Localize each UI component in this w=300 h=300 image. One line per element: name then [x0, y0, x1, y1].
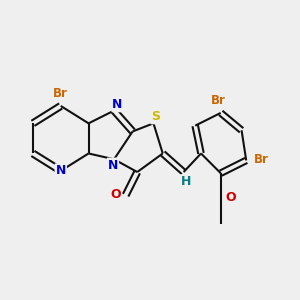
Text: Br: Br	[211, 94, 226, 107]
Text: H: H	[181, 175, 191, 188]
Text: Br: Br	[254, 153, 269, 166]
Text: N: N	[56, 164, 66, 177]
Text: O: O	[226, 191, 236, 205]
Text: S: S	[151, 110, 160, 123]
Text: N: N	[112, 98, 123, 111]
Text: N: N	[108, 159, 118, 172]
Text: O: O	[110, 188, 121, 201]
Text: Br: Br	[53, 87, 68, 100]
